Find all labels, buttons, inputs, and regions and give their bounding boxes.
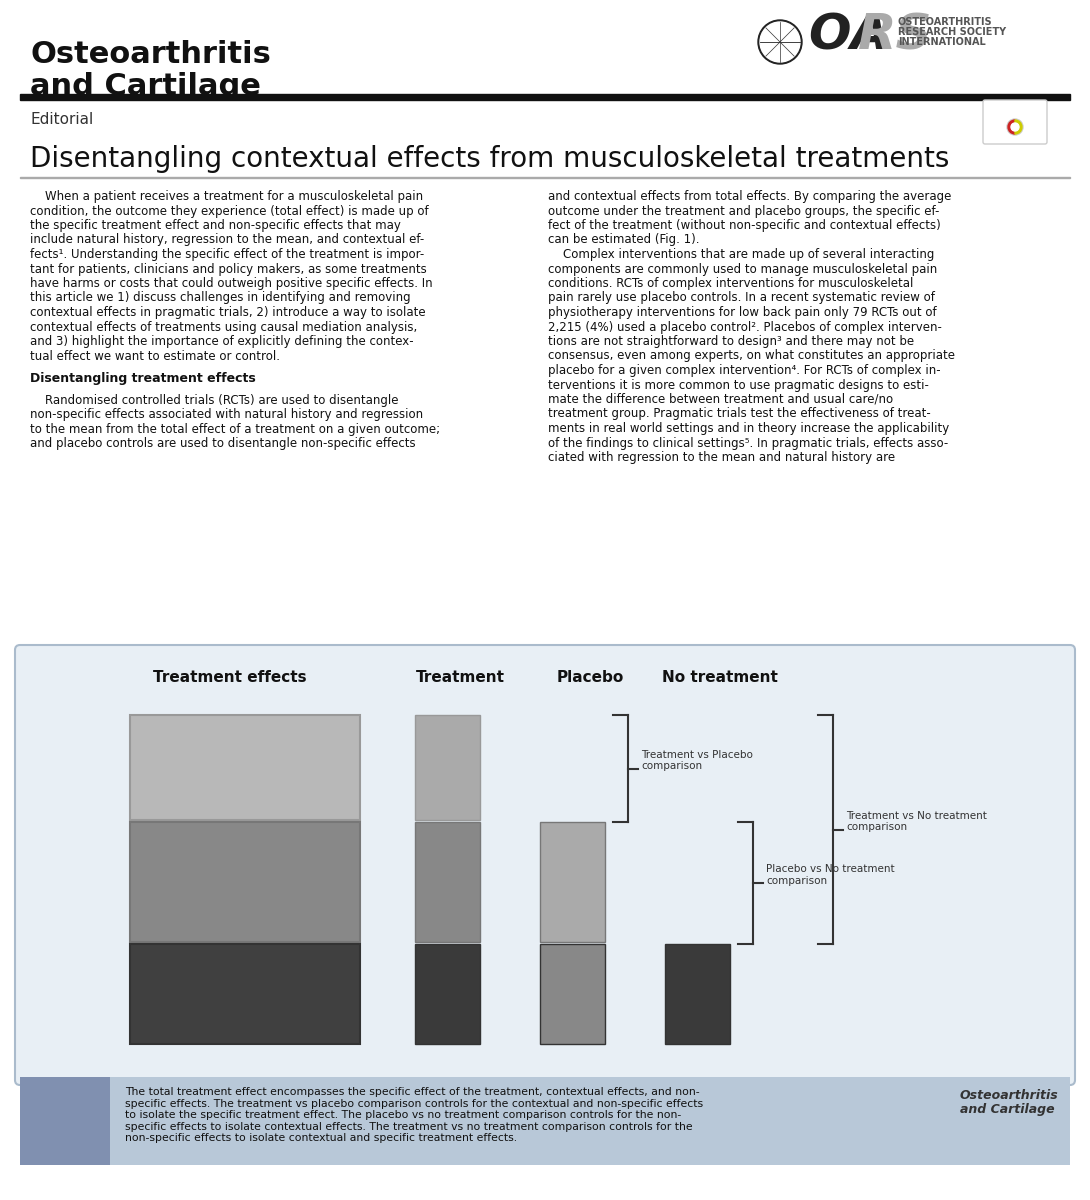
Bar xyxy=(130,944,360,1044)
Text: components are commonly used to manage musculoskeletal pain: components are commonly used to manage m… xyxy=(548,263,937,276)
Text: Complex interventions that are made up of several interacting: Complex interventions that are made up o… xyxy=(548,248,934,260)
Bar xyxy=(665,944,730,1044)
Text: Treatment: Treatment xyxy=(415,670,505,685)
Text: conditions. RCTs of complex interventions for musculoskeletal: conditions. RCTs of complex intervention… xyxy=(548,277,913,290)
Text: and Cartilage: and Cartilage xyxy=(960,1103,1055,1116)
Text: consensus, even among experts, on what constitutes an appropriate: consensus, even among experts, on what c… xyxy=(548,349,955,362)
Text: (intended targets of the
treatment): (intended targets of the treatment) xyxy=(179,767,312,788)
Text: RESEARCH SOCIETY: RESEARCH SOCIETY xyxy=(898,26,1006,37)
Bar xyxy=(20,1078,1070,1165)
Text: Editorial: Editorial xyxy=(31,112,94,127)
Text: outcome under the treatment and placebo groups, the specific ef-: outcome under the treatment and placebo … xyxy=(548,204,940,217)
Text: Non-specific effects: Non-specific effects xyxy=(177,974,313,989)
Bar xyxy=(20,176,1070,178)
Text: the specific treatment effect and non-specific effects that may: the specific treatment effect and non-sp… xyxy=(31,218,401,232)
Text: have harms or costs that could outweigh positive specific effects. In: have harms or costs that could outweigh … xyxy=(31,277,433,290)
Text: Disentangling treatment effects: Disentangling treatment effects xyxy=(31,372,256,385)
Text: pain rarely use placebo controls. In a recent systematic review of: pain rarely use placebo controls. In a r… xyxy=(548,292,935,305)
Text: ments in real world settings and in theory increase the applicability: ments in real world settings and in theo… xyxy=(548,422,949,434)
Text: and placebo controls are used to disentangle non-specific effects: and placebo controls are used to disenta… xyxy=(31,437,415,450)
Circle shape xyxy=(1007,119,1024,134)
Text: non-specific effects associated with natural history and regression: non-specific effects associated with nat… xyxy=(31,408,423,421)
Circle shape xyxy=(758,20,802,64)
Text: tual effect we want to estimate or control.: tual effect we want to estimate or contr… xyxy=(31,349,280,362)
Text: treatment group. Pragmatic trials test the effectiveness of treat-: treatment group. Pragmatic trials test t… xyxy=(548,408,931,420)
Bar xyxy=(540,944,605,1044)
Text: terventions it is more common to use pragmatic designs to esti-: terventions it is more common to use pra… xyxy=(548,378,929,391)
Text: INTERNATIONAL: INTERNATIONAL xyxy=(898,37,985,47)
Text: this article we 1) discuss challenges in identifying and removing: this article we 1) discuss challenges in… xyxy=(31,292,411,305)
Text: (features of the patient,
therapist, patient-therapist
relationship, treatment, : (features of the patient, therapist, pat… xyxy=(156,876,335,908)
Circle shape xyxy=(760,22,800,62)
Text: contextual effects in pragmatic trials, 2) introduce a way to isolate: contextual effects in pragmatic trials, … xyxy=(31,306,425,319)
Bar xyxy=(130,822,360,942)
Text: Osteoarthritis: Osteoarthritis xyxy=(960,1090,1058,1102)
Text: mate the difference between treatment and usual care/no: mate the difference between treatment an… xyxy=(548,392,893,406)
Text: Check for: Check for xyxy=(997,110,1033,119)
Wedge shape xyxy=(1015,120,1022,134)
Bar xyxy=(415,944,480,1044)
Bar xyxy=(415,715,480,820)
Text: and contextual effects from total effects. By comparing the average: and contextual effects from total effect… xyxy=(548,190,952,203)
Text: tions are not straightforward to design³ and there may not be: tions are not straightforward to design³… xyxy=(548,335,915,348)
Text: fects¹. Understanding the specific effect of the treatment is impor-: fects¹. Understanding the specific effec… xyxy=(31,248,424,260)
Text: When a patient receives a treatment for a musculoskeletal pain: When a patient receives a treatment for … xyxy=(31,190,423,203)
Text: Disentangling contextual effects from musculoskeletal treatments: Disentangling contextual effects from mu… xyxy=(31,145,949,173)
Bar xyxy=(130,715,360,820)
Text: (natural fluctuation in disease
severity, symptom regression to
the mean): (natural fluctuation in disease severity… xyxy=(155,989,336,1022)
Text: Fig. 1: Fig. 1 xyxy=(37,1112,94,1130)
Wedge shape xyxy=(1008,120,1015,134)
Text: 2,215 (4%) used a placebo control². Placebos of complex interven-: 2,215 (4%) used a placebo control². Plac… xyxy=(548,320,942,334)
Text: Treatment vs No treatment
comparison: Treatment vs No treatment comparison xyxy=(846,811,986,833)
Text: and 3) highlight the importance of explicitly defining the contex-: and 3) highlight the importance of expli… xyxy=(31,335,413,348)
Text: Placebo vs No treatment
comparison: Placebo vs No treatment comparison xyxy=(766,864,895,886)
Text: condition, the outcome they experience (total effect) is made up of: condition, the outcome they experience (… xyxy=(31,204,428,217)
Text: No treatment: No treatment xyxy=(662,670,778,685)
Text: contextual effects of treatments using causal mediation analysis,: contextual effects of treatments using c… xyxy=(31,320,417,334)
Text: to the mean from the total effect of a treatment on a given outcome;: to the mean from the total effect of a t… xyxy=(31,422,440,436)
Bar xyxy=(20,94,1070,100)
Text: Placebo: Placebo xyxy=(556,670,623,685)
Text: fect of the treatment (without non-specific and contextual effects): fect of the treatment (without non-speci… xyxy=(548,218,941,232)
Text: Treatment effects: Treatment effects xyxy=(154,670,306,685)
Text: The total treatment effect encompasses the specific effect of the treatment, con: The total treatment effect encompasses t… xyxy=(125,1087,703,1144)
Text: Treatment vs Placebo
comparison: Treatment vs Placebo comparison xyxy=(641,750,753,772)
Text: updates: updates xyxy=(1000,120,1030,128)
Text: placebo for a given complex intervention⁴. For RCTs of complex in-: placebo for a given complex intervention… xyxy=(548,364,941,377)
Text: Randomised controlled trials (RCTs) are used to disentangle: Randomised controlled trials (RCTs) are … xyxy=(31,394,399,407)
Text: tant for patients, clinicians and policy makers, as some treatments: tant for patients, clinicians and policy… xyxy=(31,263,427,276)
Bar xyxy=(540,822,605,942)
Text: and Cartilage: and Cartilage xyxy=(31,72,261,101)
Bar xyxy=(20,1078,110,1165)
Text: Osteoarthritis: Osteoarthritis xyxy=(31,40,271,68)
Text: of the findings to clinical settings⁵. In pragmatic trials, effects asso-: of the findings to clinical settings⁵. I… xyxy=(548,437,948,450)
Text: include natural history, regression to the mean, and contextual ef-: include natural history, regression to t… xyxy=(31,234,424,246)
Text: ciated with regression to the mean and natural history are: ciated with regression to the mean and n… xyxy=(548,451,895,464)
Circle shape xyxy=(1012,122,1019,131)
Text: Contextual effects: Contextual effects xyxy=(181,860,308,874)
Text: RS: RS xyxy=(858,11,933,59)
Text: OA: OA xyxy=(808,11,889,59)
FancyBboxPatch shape xyxy=(983,100,1047,144)
Text: Specific effects: Specific effects xyxy=(192,752,298,767)
Bar xyxy=(415,822,480,942)
Text: can be estimated (Fig. 1).: can be estimated (Fig. 1). xyxy=(548,234,700,246)
Text: OSTEOARTHRITIS: OSTEOARTHRITIS xyxy=(898,17,993,26)
Text: physiotherapy interventions for low back pain only 79 RCTs out of: physiotherapy interventions for low back… xyxy=(548,306,936,319)
FancyBboxPatch shape xyxy=(15,646,1075,1085)
